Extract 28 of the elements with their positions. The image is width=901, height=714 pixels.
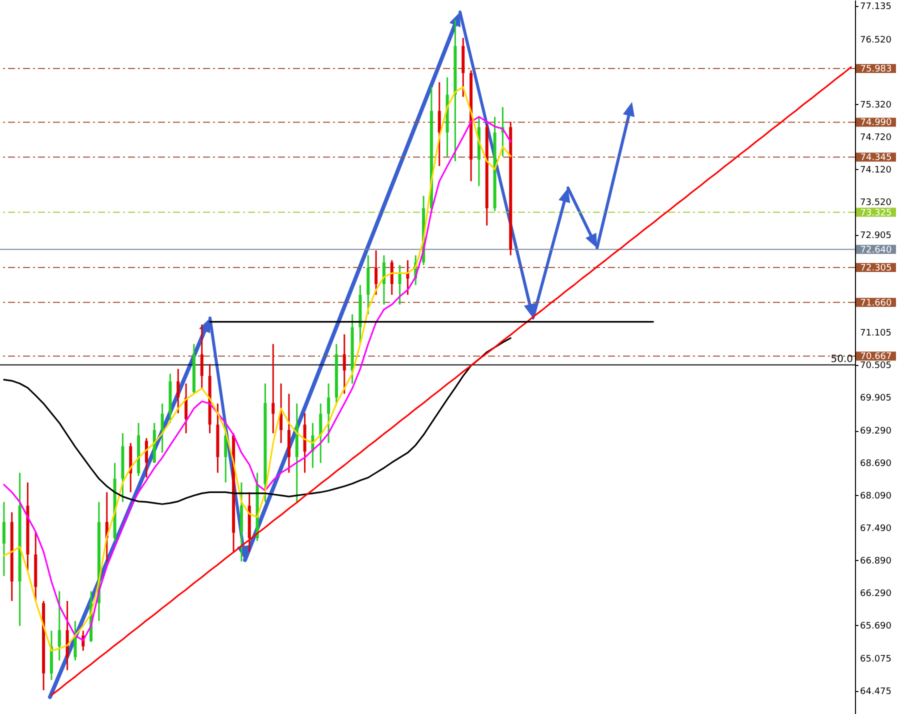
y-tick-label: 69.290: [860, 426, 892, 437]
y-tick-label: 69.905: [860, 393, 892, 404]
y-tick-label: 65.075: [860, 654, 892, 665]
y-tick-label: 66.890: [860, 556, 892, 566]
y-tick-label: 66.290: [860, 588, 892, 599]
y-tick-label: 76.520: [860, 35, 892, 46]
y-tick-label: 70.505: [860, 360, 892, 371]
y-tick-label: 67.490: [860, 524, 892, 534]
y-tick-label: 64.475: [860, 687, 892, 698]
y-tick-label: 74.120: [860, 165, 892, 176]
ref-line-label: 72.640: [860, 245, 892, 256]
ref-line-label: 74.345: [860, 153, 892, 164]
y-tick-label: 75.320: [860, 100, 892, 110]
ref-line-label: 72.305: [860, 263, 892, 274]
y-tick-label: 71.105: [860, 328, 892, 338]
ref-line-label: 71.660: [860, 298, 892, 308]
ref-line-label: 75.983: [860, 64, 892, 75]
y-tick-label: 73.520: [860, 198, 892, 208]
ref-line-label: 74.990: [860, 118, 892, 128]
y-tick-label: 68.090: [860, 491, 892, 502]
y-tick-label: 65.690: [860, 621, 892, 632]
y-tick-label: 74.720: [860, 132, 892, 143]
y-tick-label: 72.905: [860, 231, 892, 242]
y-tick-label: 77.135: [860, 2, 892, 12]
annotation: 50.0: [830, 354, 853, 365]
ref-line-label: 70.667: [860, 352, 892, 362]
y-tick-label: 68.690: [860, 459, 892, 470]
ref-line-label: 73.325: [860, 208, 892, 218]
